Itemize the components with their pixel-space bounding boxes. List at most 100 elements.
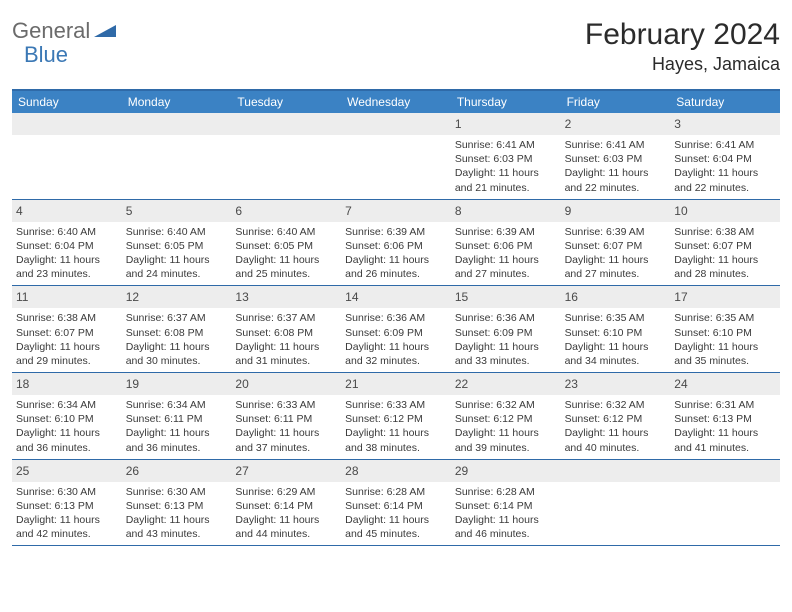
sunrise-text: Sunrise: 6:41 AM bbox=[565, 138, 667, 152]
dayhead-wednesday: Wednesday bbox=[341, 91, 451, 113]
day-cell: 12Sunrise: 6:37 AMSunset: 6:08 PMDayligh… bbox=[122, 286, 232, 372]
day-number: 27 bbox=[235, 464, 248, 478]
daylight-text: Daylight: 11 hours and 25 minutes. bbox=[235, 253, 337, 281]
daylight-text: Daylight: 11 hours and 37 minutes. bbox=[235, 426, 337, 454]
sunset-text: Sunset: 6:03 PM bbox=[565, 152, 667, 166]
cell-body: Sunrise: 6:30 AMSunset: 6:13 PMDaylight:… bbox=[16, 485, 118, 542]
day-cell: 22Sunrise: 6:32 AMSunset: 6:12 PMDayligh… bbox=[451, 373, 561, 459]
day-cell bbox=[670, 460, 780, 546]
week-row: 1Sunrise: 6:41 AMSunset: 6:03 PMDaylight… bbox=[12, 113, 780, 200]
daynum-row: 12 bbox=[122, 286, 232, 308]
sunset-text: Sunset: 6:10 PM bbox=[16, 412, 118, 426]
dayhead-friday: Friday bbox=[561, 91, 671, 113]
sunset-text: Sunset: 6:13 PM bbox=[126, 499, 228, 513]
day-number: 9 bbox=[565, 204, 572, 218]
daynum-row: 6 bbox=[231, 200, 341, 222]
daynum-row bbox=[341, 113, 451, 135]
cell-body: Sunrise: 6:36 AMSunset: 6:09 PMDaylight:… bbox=[455, 311, 557, 368]
sunrise-text: Sunrise: 6:36 AM bbox=[455, 311, 557, 325]
sunrise-text: Sunrise: 6:30 AM bbox=[126, 485, 228, 499]
day-cell: 10Sunrise: 6:38 AMSunset: 6:07 PMDayligh… bbox=[670, 200, 780, 286]
dayhead-sunday: Sunday bbox=[12, 91, 122, 113]
day-number: 25 bbox=[16, 464, 29, 478]
daylight-text: Daylight: 11 hours and 45 minutes. bbox=[345, 513, 447, 541]
cell-body: Sunrise: 6:40 AMSunset: 6:04 PMDaylight:… bbox=[16, 225, 118, 282]
day-number: 8 bbox=[455, 204, 462, 218]
daylight-text: Daylight: 11 hours and 32 minutes. bbox=[345, 340, 447, 368]
daynum-row: 13 bbox=[231, 286, 341, 308]
cell-body: Sunrise: 6:37 AMSunset: 6:08 PMDaylight:… bbox=[235, 311, 337, 368]
sunset-text: Sunset: 6:13 PM bbox=[16, 499, 118, 513]
daylight-text: Daylight: 11 hours and 28 minutes. bbox=[674, 253, 776, 281]
day-cell: 20 Sunrise: 6:33 AMSunset: 6:11 PMDayligh… bbox=[231, 373, 341, 459]
sunset-text: Sunset: 6:05 PM bbox=[126, 239, 228, 253]
sunrise-text: Sunrise: 6:37 AM bbox=[126, 311, 228, 325]
daynum-row: 19 bbox=[122, 373, 232, 395]
daylight-text: Daylight: 11 hours and 27 minutes. bbox=[455, 253, 557, 281]
calendar-page: General February 2024 Hayes, Jamaica Blu… bbox=[0, 0, 792, 558]
header: General February 2024 Hayes, Jamaica bbox=[12, 18, 780, 75]
day-cell: 21Sunrise: 6:33 AMSunset: 6:12 PMDayligh… bbox=[341, 373, 451, 459]
day-cell bbox=[231, 113, 341, 199]
sunrise-text: Sunrise: 6:34 AM bbox=[126, 398, 228, 412]
daynum-row bbox=[231, 113, 341, 135]
day-cell: 11Sunrise: 6:38 AMSunset: 6:07 PMDayligh… bbox=[12, 286, 122, 372]
daynum-row: 15 bbox=[451, 286, 561, 308]
day-number: 3 bbox=[674, 117, 681, 131]
week-row: 4Sunrise: 6:40 AMSunset: 6:04 PMDaylight… bbox=[12, 200, 780, 287]
daylight-text: Daylight: 11 hours and 29 minutes. bbox=[16, 340, 118, 368]
dayhead-thursday: Thursday bbox=[451, 91, 561, 113]
logo-text-blue-wrap: Blue bbox=[24, 42, 68, 68]
sunset-text: Sunset: 6:07 PM bbox=[674, 239, 776, 253]
day-number: 20 bbox=[235, 377, 248, 391]
daylight-text: Daylight: 11 hours and 31 minutes. bbox=[235, 340, 337, 368]
sunrise-text: Sunrise: 6:40 AM bbox=[126, 225, 228, 239]
day-cell: 6Sunrise: 6:40 AMSunset: 6:05 PMDaylight… bbox=[231, 200, 341, 286]
sunset-text: Sunset: 6:04 PM bbox=[16, 239, 118, 253]
sunrise-text: Sunrise: 6:39 AM bbox=[565, 225, 667, 239]
calendar: Sunday Monday Tuesday Wednesday Thursday… bbox=[12, 89, 780, 546]
sunset-text: Sunset: 6:08 PM bbox=[126, 326, 228, 340]
daylight-text: Daylight: 11 hours and 44 minutes. bbox=[235, 513, 337, 541]
daynum-row: 2 bbox=[561, 113, 671, 135]
day-number: 10 bbox=[674, 204, 687, 218]
sunset-text: Sunset: 6:10 PM bbox=[565, 326, 667, 340]
day-cell bbox=[561, 460, 671, 546]
sunset-text: Sunset: 6:06 PM bbox=[345, 239, 447, 253]
day-number: 6 bbox=[235, 204, 242, 218]
day-cell: 3Sunrise: 6:41 AMSunset: 6:04 PMDaylight… bbox=[670, 113, 780, 199]
day-number: 2 bbox=[565, 117, 572, 131]
daylight-text: Daylight: 11 hours and 26 minutes. bbox=[345, 253, 447, 281]
sunset-text: Sunset: 6:08 PM bbox=[235, 326, 337, 340]
daylight-text: Daylight: 11 hours and 23 minutes. bbox=[16, 253, 118, 281]
logo-text-blue: Blue bbox=[24, 42, 68, 67]
cell-body: Sunrise: 6:41 AMSunset: 6:03 PMDaylight:… bbox=[455, 138, 557, 195]
sunset-text: Sunset: 6:12 PM bbox=[565, 412, 667, 426]
daynum-row: 8 bbox=[451, 200, 561, 222]
daylight-text: Daylight: 11 hours and 33 minutes. bbox=[455, 340, 557, 368]
daynum-row: 18 bbox=[12, 373, 122, 395]
cell-body: Sunrise: 6:33 AMSunset: 6:11 PMDaylight:… bbox=[235, 398, 337, 455]
cell-body: Sunrise: 6:39 AMSunset: 6:06 PMDaylight:… bbox=[455, 225, 557, 282]
day-cell bbox=[341, 113, 451, 199]
daylight-text: Daylight: 11 hours and 36 minutes. bbox=[126, 426, 228, 454]
day-number: 24 bbox=[674, 377, 687, 391]
daynum-row bbox=[12, 113, 122, 135]
daynum-row: 26 bbox=[122, 460, 232, 482]
daynum-row: 21 bbox=[341, 373, 451, 395]
month-title: February 2024 bbox=[585, 18, 780, 52]
sunset-text: Sunset: 6:05 PM bbox=[235, 239, 337, 253]
day-cell: 9Sunrise: 6:39 AMSunset: 6:07 PMDaylight… bbox=[561, 200, 671, 286]
sunset-text: Sunset: 6:12 PM bbox=[345, 412, 447, 426]
sunset-text: Sunset: 6:03 PM bbox=[455, 152, 557, 166]
sunrise-text: Sunrise: 6:28 AM bbox=[455, 485, 557, 499]
dayhead-saturday: Saturday bbox=[670, 91, 780, 113]
daynum-row: 17 bbox=[670, 286, 780, 308]
day-number: 5 bbox=[126, 204, 133, 218]
week-row: 18 Sunrise: 6:34 AM Sunset: 6:10 PM Dayligh… bbox=[12, 373, 780, 460]
week-row: 11Sunrise: 6:38 AMSunset: 6:07 PMDayligh… bbox=[12, 286, 780, 373]
day-cell: 28Sunrise: 6:28 AMSunset: 6:14 PMDayligh… bbox=[341, 460, 451, 546]
daynum-row: 11 bbox=[12, 286, 122, 308]
cell-body: Sunrise: 6:39 AMSunset: 6:06 PMDaylight:… bbox=[345, 225, 447, 282]
sunrise-text: Sunrise: 6:35 AM bbox=[565, 311, 667, 325]
